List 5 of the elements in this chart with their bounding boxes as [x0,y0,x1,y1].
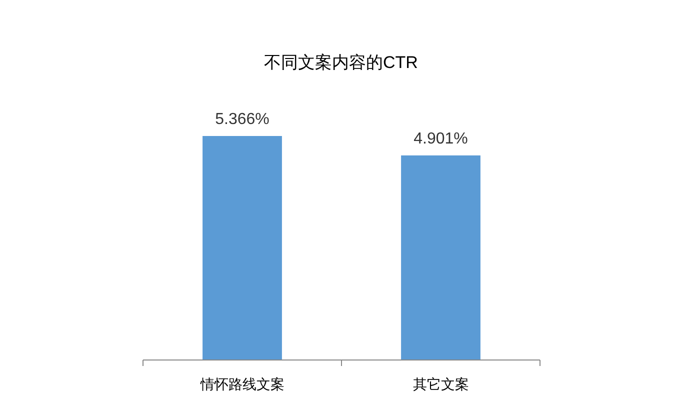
chart-title: 不同文案内容的CTR [264,53,418,72]
data-label: 5.366% [215,111,270,128]
data-label: 4.901% [414,130,468,148]
x-tick-label: 情怀路线文案 [199,376,284,392]
x-tick-label: 其它文案 [412,376,469,392]
